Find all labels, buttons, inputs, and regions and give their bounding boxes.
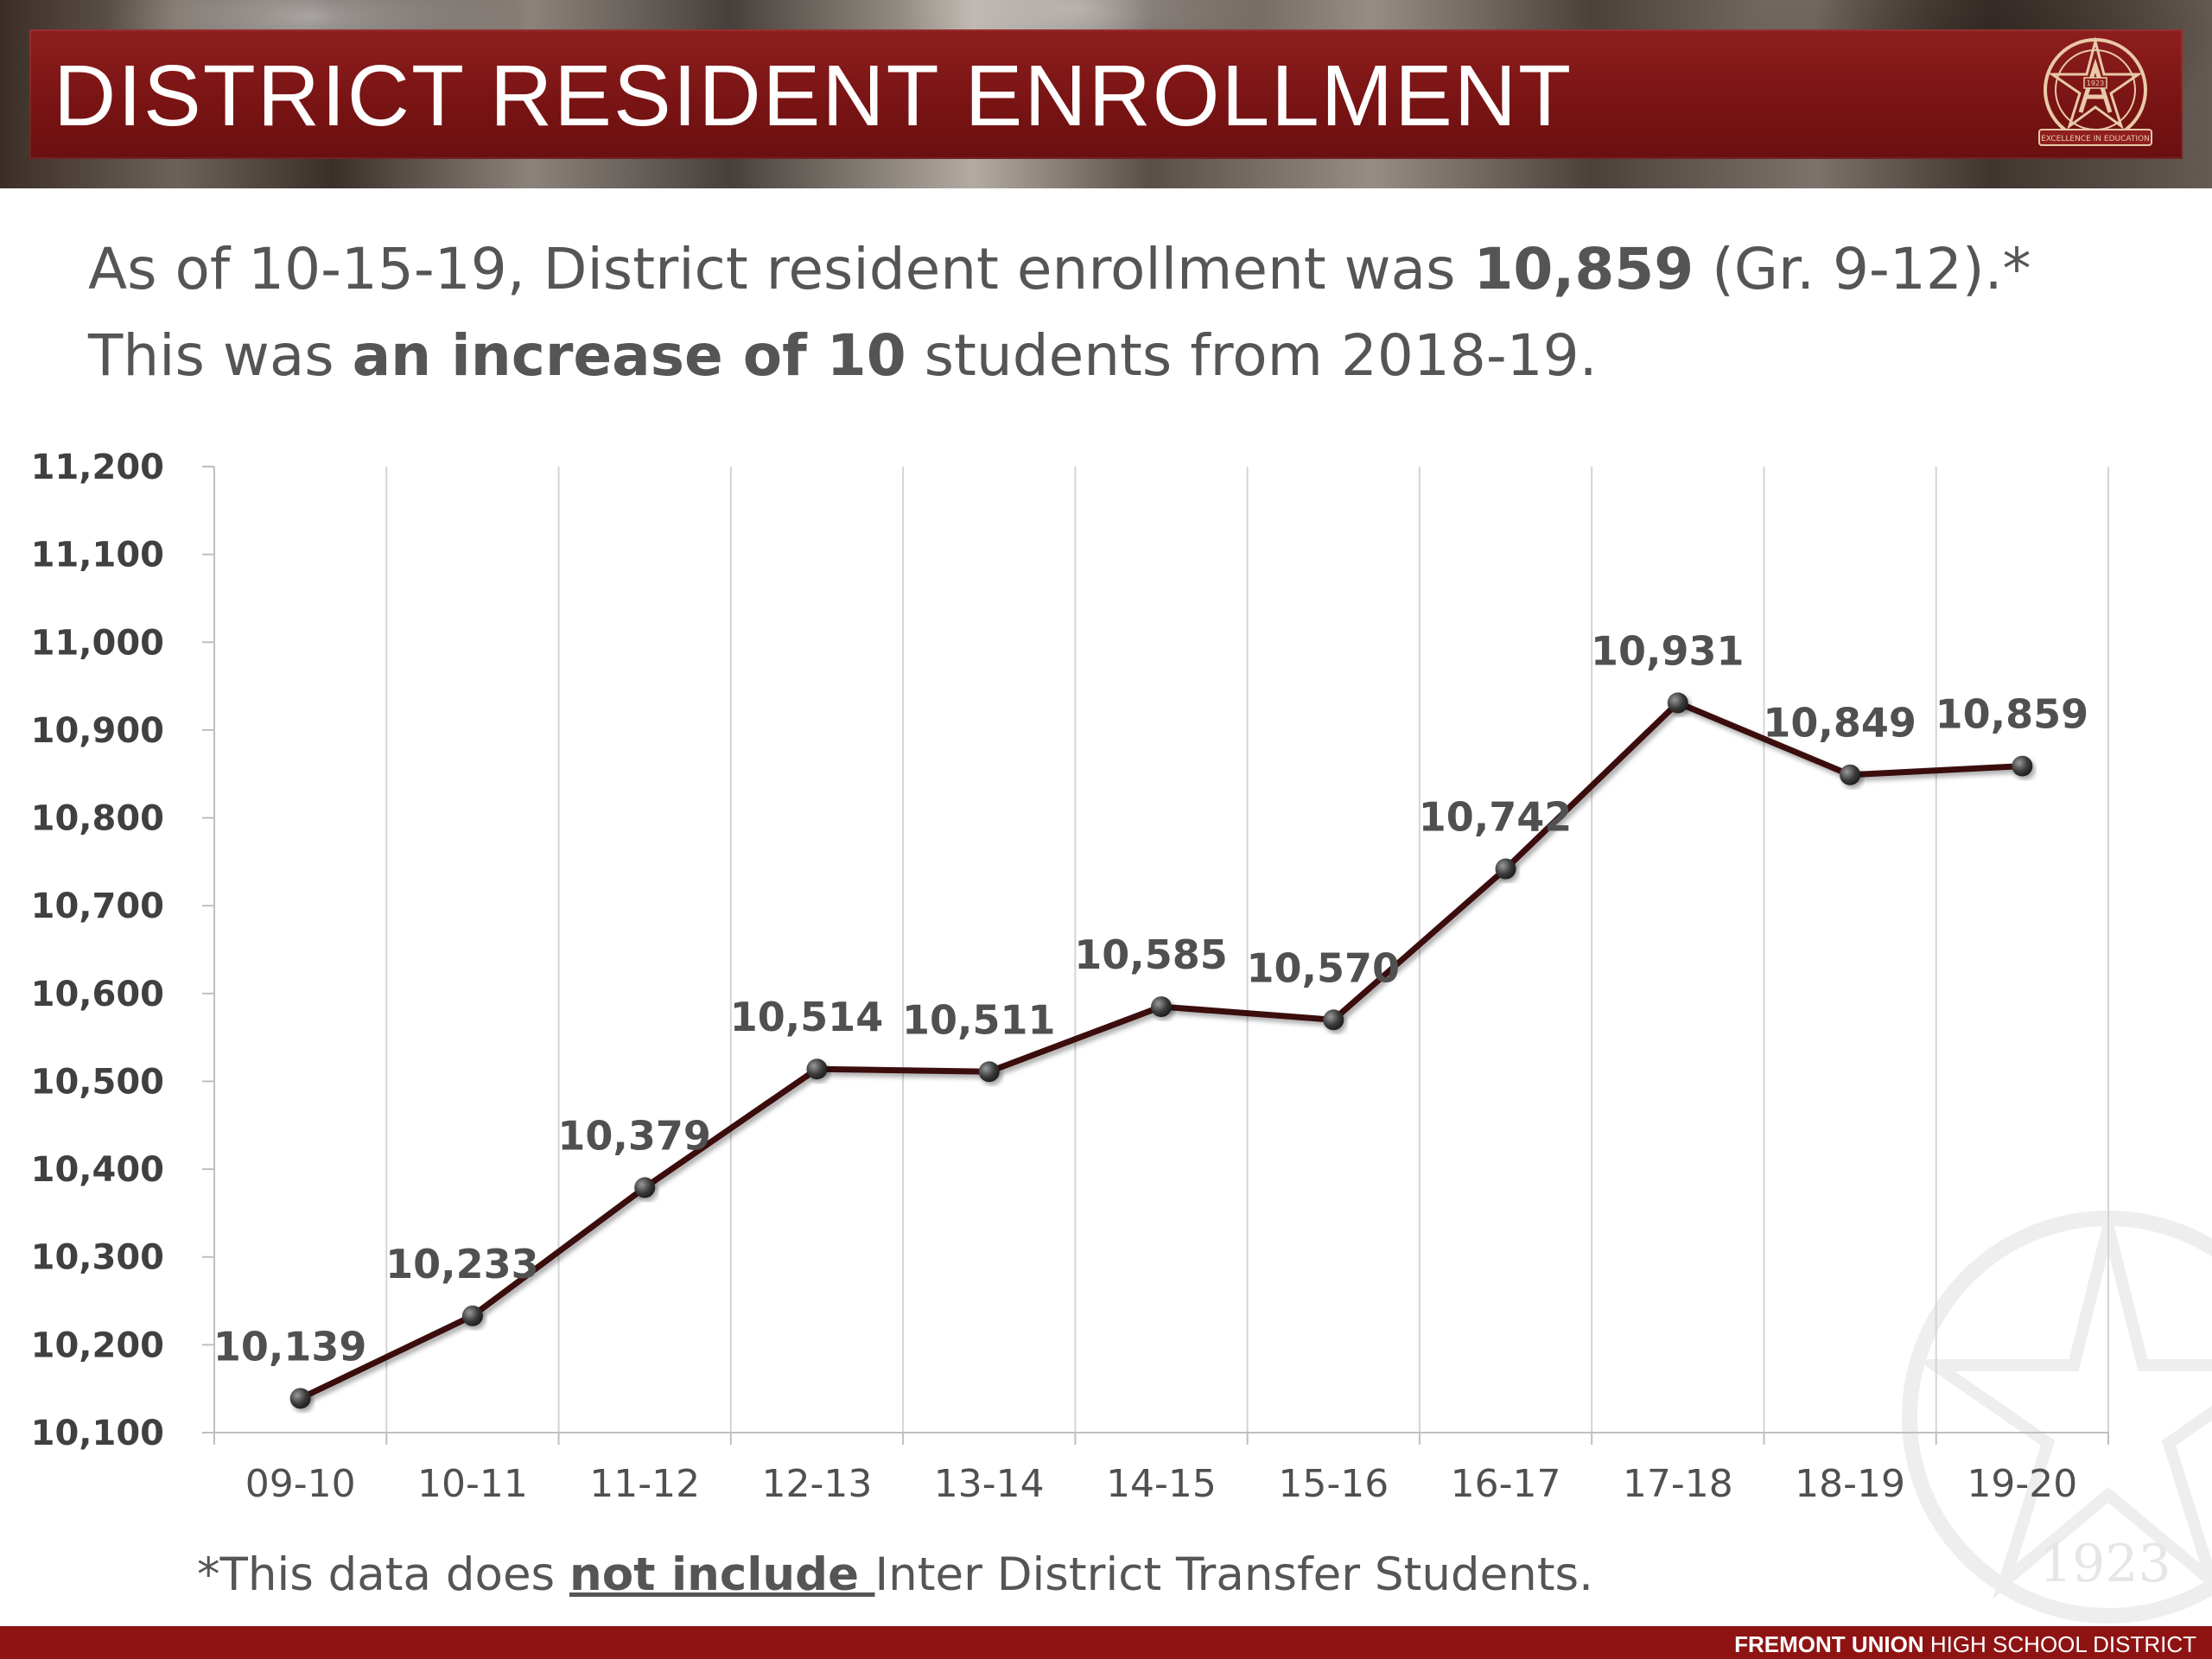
enrollment-line-chart: 10,100 10,200 10,300 10,400 10,500 10,600 10,7… [31,448,2109,1506]
title-bar [29,29,2183,159]
y-tick-label: 10,400 [31,1150,164,1190]
x-tick-label: 09-10 [245,1462,356,1506]
data-point [461,1305,483,1326]
data-point [289,1388,311,1409]
y-tick-label: 10,300 [31,1238,164,1278]
data-point [2012,755,2033,777]
data-point [1151,996,1172,1018]
data-label: 10,514 [730,994,884,1040]
y-tick-label: 10,200 [31,1325,164,1365]
district-seal-logo: 1923 EXCELLENCE IN EDUCATION [2038,36,2152,146]
x-tick-label: 13-14 [934,1462,1045,1506]
x-tick-label: 17-18 [1623,1462,1733,1506]
y-tick-label: 10,500 [31,1062,164,1102]
data-label: 10,570 [1247,944,1401,991]
y-tick-label: 10,800 [31,799,164,839]
data-point [806,1058,828,1080]
data-label: 10,139 [213,1323,367,1370]
x-tick-label: 11-12 [589,1462,700,1506]
x-tick-label: 10-11 [417,1462,528,1506]
x-tick-label: 14-15 [1106,1462,1217,1506]
data-label: 10,859 [1936,691,2089,738]
data-label: 10,742 [1419,793,1573,840]
footnote: *This data does not include Inter Distri… [197,1548,1594,1601]
data-point [1323,1009,1344,1031]
data-point [634,1177,656,1198]
data-point [978,1061,1000,1083]
data-label: 10,511 [902,996,1056,1043]
x-tick-label: 19-20 [1967,1462,2077,1506]
y-tick-label: 10,900 [31,711,164,751]
x-tick-label: 16-17 [1451,1462,1561,1506]
page-title: DISTRICT RESIDENT ENROLLMENT [54,48,1573,144]
data-point [1840,764,1861,785]
summary-text: As of 10-15-19, District resident enroll… [88,236,2031,389]
x-tick-label: 15-16 [1278,1462,1389,1506]
x-tick-label: 12-13 [762,1462,873,1506]
y-tick-label: 10,100 [31,1414,164,1453]
data-label: 10,379 [557,1112,711,1159]
data-point [1495,858,1516,880]
footer-bar [0,1626,2212,1659]
y-tick-label: 11,200 [31,448,164,487]
x-tick-label: 18-19 [1795,1462,1905,1506]
svg-text:1923: 1923 [2087,79,2104,87]
y-tick-label: 11,000 [31,623,164,663]
svg-text:EXCELLENCE IN EDUCATION: EXCELLENCE IN EDUCATION [2041,135,2150,143]
y-tick-label: 11,100 [31,536,164,575]
district-brand: FREMONT UNION HIGH SCHOOL DISTRICT [1734,1631,2196,1657]
y-tick-label: 10,700 [31,887,164,926]
y-tick-label: 10,600 [31,975,164,1014]
data-label: 10,585 [1074,931,1228,978]
svg-text:1923: 1923 [2039,1534,2171,1594]
data-label: 10,849 [1763,700,1916,747]
data-label: 10,233 [385,1241,539,1287]
data-point [1667,692,1688,714]
data-label: 10,931 [1591,627,1745,674]
